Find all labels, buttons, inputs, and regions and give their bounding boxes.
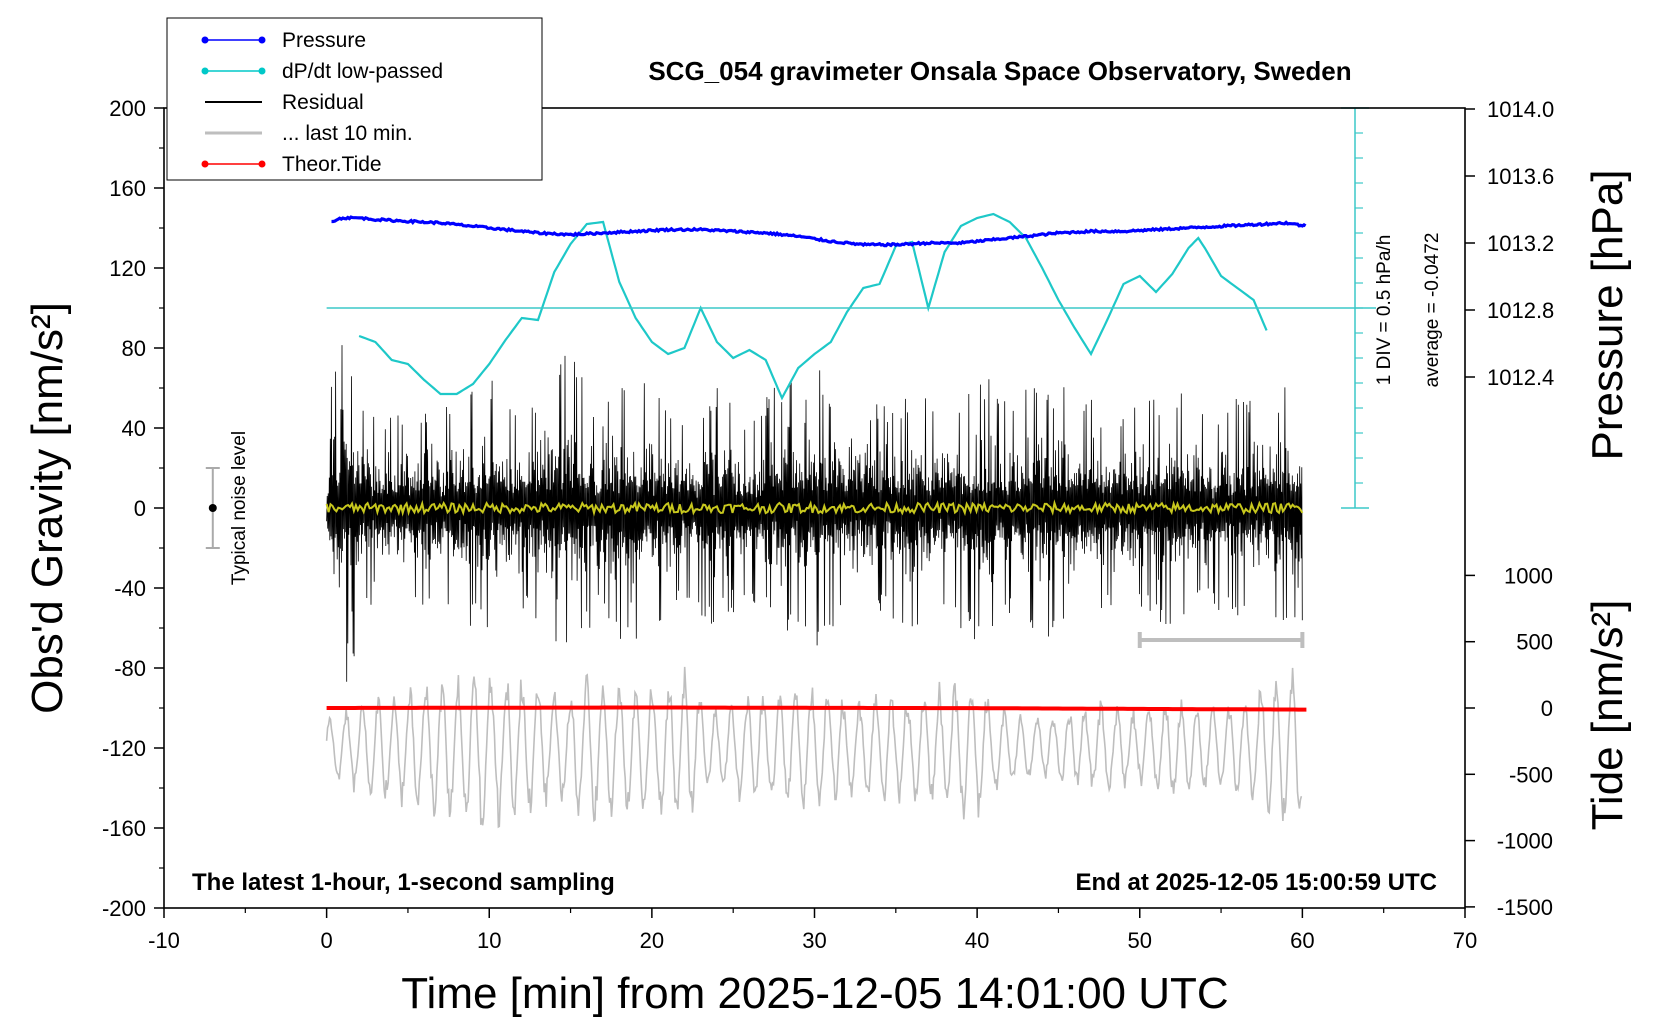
legend-label: dP/dt low-passed xyxy=(282,60,443,83)
gravity-tick-label: -200 xyxy=(102,896,146,921)
x-tick-label: -10 xyxy=(148,928,180,953)
gravity-tick-label: 40 xyxy=(122,416,146,441)
tide-tick-label: -1000 xyxy=(1497,829,1553,854)
legend-label: Residual xyxy=(282,91,364,114)
gravity-tick-label: 0 xyxy=(134,496,146,521)
pressure-tick-label: 1013.6 xyxy=(1487,164,1554,189)
x-tick-label: 60 xyxy=(1290,928,1314,953)
dpdt-layer xyxy=(358,212,1268,401)
footer-right-text: End at 2025-12-05 15:00:59 UTC xyxy=(1076,869,1438,896)
last-10-min-layer xyxy=(325,632,1305,829)
noise-level-label: Typical noise level xyxy=(229,431,250,585)
x-tick-label: 50 xyxy=(1128,928,1152,953)
residual-smoothed-series xyxy=(325,499,1304,517)
tide-tick-label: -1500 xyxy=(1497,895,1553,920)
legend: Pressure dP/dt low-passed Residual ... last… xyxy=(166,17,543,181)
gravity-tick-label: -120 xyxy=(102,736,146,761)
theor-tide-series xyxy=(326,705,1307,712)
pressure-tick-label: 1014.0 xyxy=(1487,97,1554,122)
pressure-series xyxy=(331,215,1307,248)
dpdt-average-label: average = -0.0472 xyxy=(1422,233,1443,388)
x-tick-label: 40 xyxy=(965,928,989,953)
dpdt-scale-label: 1 DIV = 0.5 hPa/h xyxy=(1374,235,1395,386)
pressure-layer xyxy=(331,215,1307,248)
legend-marker xyxy=(258,160,266,168)
last-10-min-series xyxy=(325,666,1303,829)
legend-box xyxy=(166,17,543,181)
y-axis-label-pressure: Pressure [hPa] xyxy=(1583,169,1632,460)
tide-tick-label: 0 xyxy=(1541,696,1553,721)
y-axis-label-tide: Tide [nm/s²] xyxy=(1583,600,1632,831)
tide-tick-label: -500 xyxy=(1509,762,1553,787)
dpdt-scale-layer xyxy=(326,107,1376,509)
residual-smoothed-layer xyxy=(325,499,1304,517)
legend-marker xyxy=(201,67,209,75)
gravity-tick-label: 160 xyxy=(109,176,146,201)
pressure-tick-label: 1013.2 xyxy=(1487,231,1554,256)
legend-marker xyxy=(201,36,209,44)
gravity-tick-label: 200 xyxy=(109,96,146,121)
gravity-tick-label: -160 xyxy=(102,816,146,841)
tide-tick-label: 1000 xyxy=(1504,563,1553,588)
pressure-tick-label: 1012.8 xyxy=(1487,298,1554,323)
legend-marker xyxy=(258,36,266,44)
gravity-tick-label: 120 xyxy=(109,256,146,281)
x-axis-label: Time [min] from 2025-12-05 14:01:00 UTC xyxy=(401,969,1228,1018)
residual-layer xyxy=(326,345,1303,682)
y-axis-label-gravity: Obs'd Gravity [nm/s²] xyxy=(23,302,72,714)
x-tick-label: 10 xyxy=(477,928,501,953)
tide-tick-label: 500 xyxy=(1516,630,1553,655)
residual-series xyxy=(326,345,1303,682)
pressure-tick-label: 1012.4 xyxy=(1487,365,1554,390)
x-tick-label: 0 xyxy=(321,928,333,953)
axis-ticks: -10 0 10 20 30 40 50 60 70 200 160 120 80 40 0 -40 -80 -1… xyxy=(102,96,1554,953)
legend-label: Theor.Tide xyxy=(282,153,382,176)
dpdt-series xyxy=(358,212,1268,401)
gravity-tick-label: -40 xyxy=(114,576,146,601)
theor-tide-layer xyxy=(326,705,1307,712)
legend-entries: Pressure dP/dt low-passed Residual ... last… xyxy=(201,29,443,176)
noise-level-layer xyxy=(205,467,220,549)
footer-left-text: The latest 1-hour, 1-second sampling xyxy=(192,869,615,896)
legend-label: ... last 10 min. xyxy=(282,122,413,145)
gravity-tick-label: 80 xyxy=(122,336,146,361)
x-tick-label: 70 xyxy=(1453,928,1477,953)
x-tick-label: 20 xyxy=(640,928,664,953)
legend-marker xyxy=(258,67,266,75)
chart-title: SCG_054 gravimeter Onsala Space Observat… xyxy=(648,56,1351,86)
legend-marker xyxy=(201,160,209,168)
noise-bar-center xyxy=(208,504,217,512)
gravity-tick-label: -80 xyxy=(114,656,146,681)
x-tick-label: 30 xyxy=(802,928,826,953)
legend-label: Pressure xyxy=(282,29,366,52)
